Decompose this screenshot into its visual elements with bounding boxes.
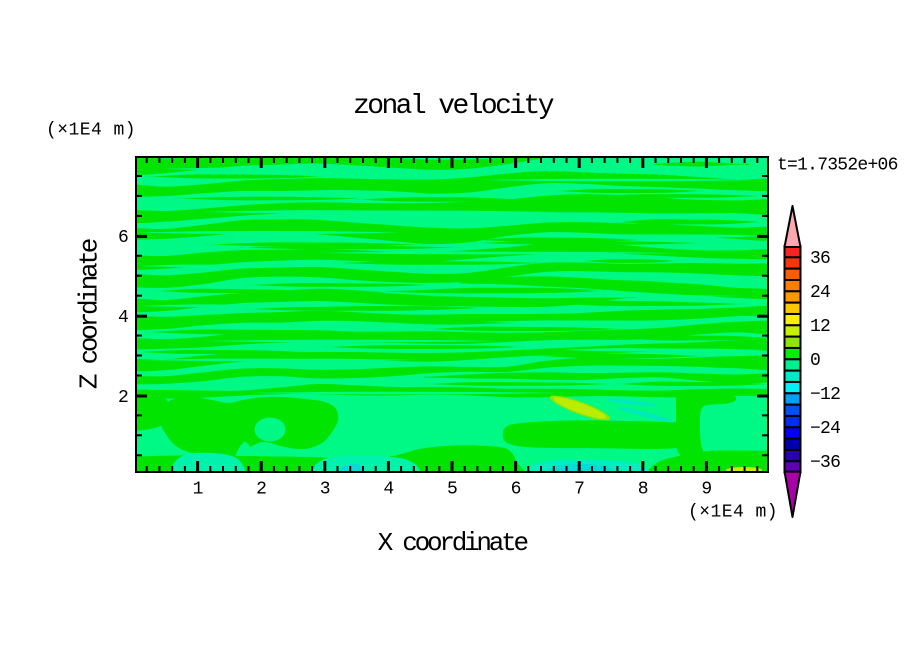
- svg-text:6: 6: [511, 480, 521, 500]
- svg-text:−12: −12: [810, 385, 840, 405]
- svg-text:24: 24: [810, 283, 830, 303]
- svg-text:6: 6: [118, 228, 128, 248]
- svg-text:t=1.7352e+06: t=1.7352e+06: [777, 156, 898, 176]
- svg-text:8: 8: [638, 480, 648, 500]
- svg-text:4: 4: [383, 480, 393, 500]
- svg-text:36: 36: [810, 249, 830, 269]
- svg-text:2: 2: [118, 388, 128, 408]
- svg-text:1: 1: [193, 480, 203, 500]
- svg-text:(×1E4 m): (×1E4 m): [688, 503, 778, 523]
- svg-text:0: 0: [810, 351, 820, 371]
- svg-text:zonal velocity: zonal velocity: [353, 91, 554, 122]
- svg-text:2: 2: [256, 480, 266, 500]
- svg-text:(×1E4 m): (×1E4 m): [46, 120, 136, 140]
- svg-text:4: 4: [118, 308, 128, 328]
- svg-text:12: 12: [810, 317, 830, 337]
- svg-text:X coordinate: X coordinate: [378, 528, 528, 558]
- svg-text:7: 7: [574, 480, 584, 500]
- svg-text:Z coordinate: Z coordinate: [75, 239, 105, 389]
- svg-text:−36: −36: [810, 453, 840, 473]
- svg-text:5: 5: [447, 480, 457, 500]
- svg-text:3: 3: [320, 480, 330, 500]
- svg-text:−24: −24: [810, 419, 840, 439]
- svg-text:9: 9: [701, 480, 711, 500]
